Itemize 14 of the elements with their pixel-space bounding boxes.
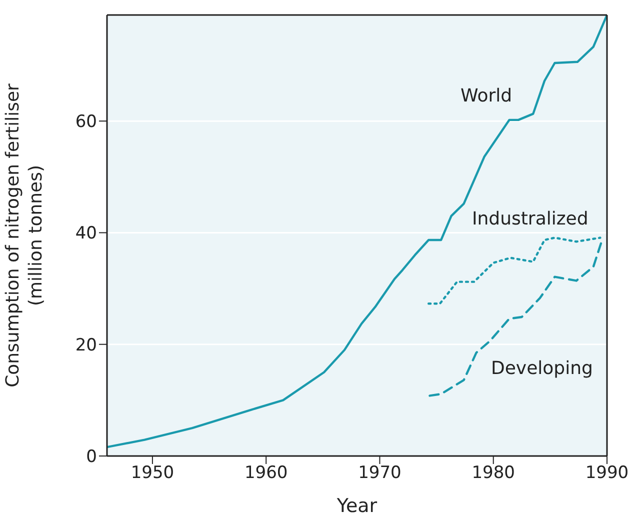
y-axis-title: Consumption of nitrogen fertiliser (million tonnes) (2, 82, 46, 388)
x-axis-title: Year (336, 495, 378, 517)
x-tick-label: 1980 (472, 463, 515, 484)
x-tick-label: 1990 (585, 463, 629, 484)
x-tick-label: 1950 (130, 463, 174, 484)
series-label: Industralized (472, 208, 588, 230)
y-tick-label: 20 (75, 335, 97, 356)
y-tick-label: 0 (86, 447, 97, 468)
series-label: World (460, 86, 512, 107)
y-tick-label: 40 (75, 224, 97, 244)
x-tick-label: 1960 (244, 463, 288, 484)
x-tick-label: 1970 (358, 463, 402, 484)
y-tick-label: 60 (75, 112, 97, 132)
series-label: Developing (490, 358, 593, 379)
